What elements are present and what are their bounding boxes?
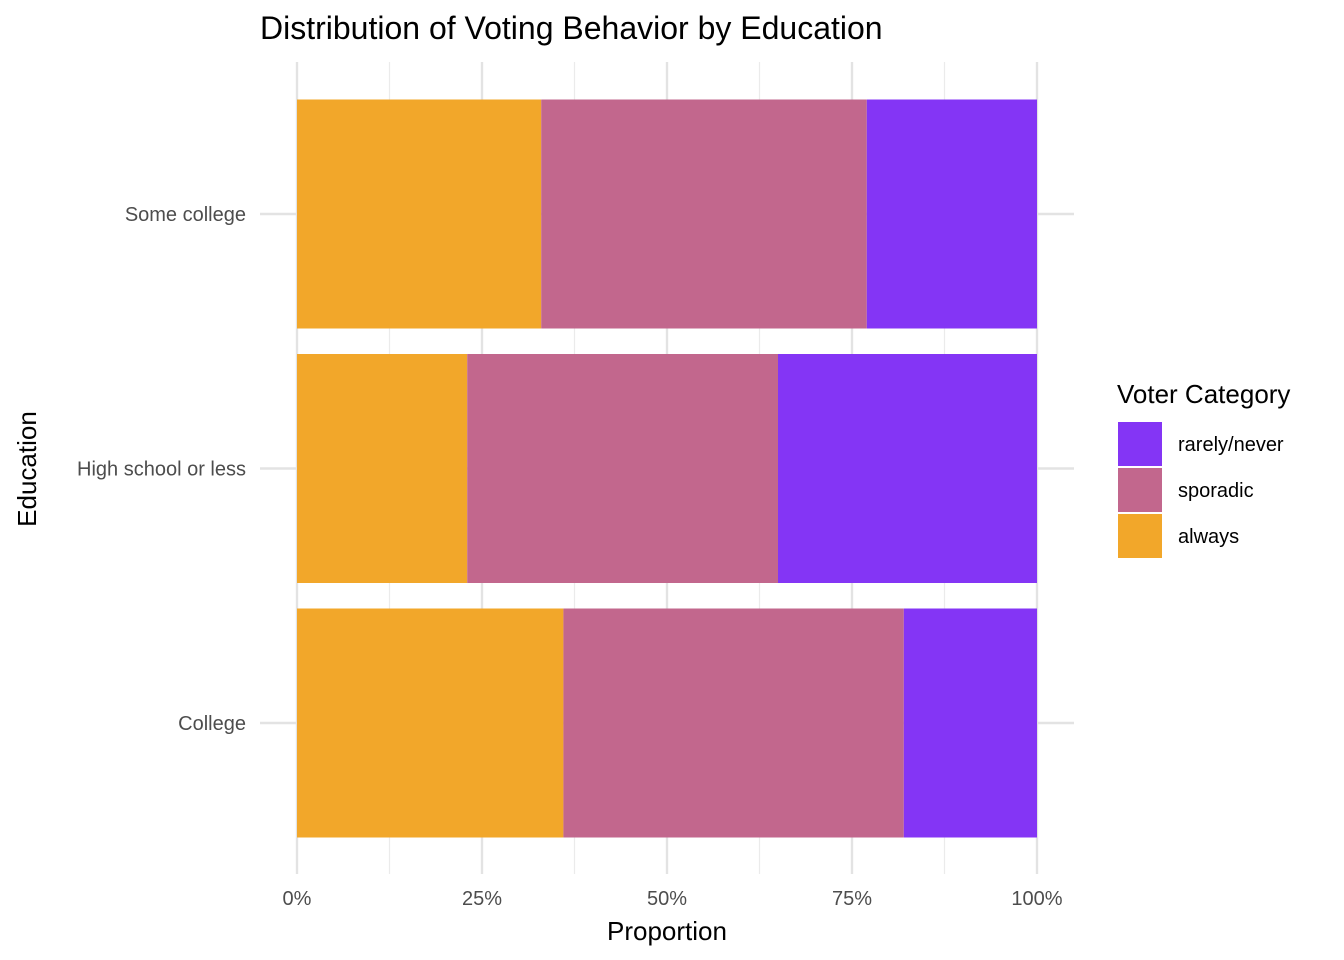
legend-swatch xyxy=(1118,422,1162,466)
x-axis-ticks: 0% 25% 50% 75% 100% xyxy=(283,888,1063,910)
legend-swatch xyxy=(1118,468,1162,512)
y-axis-ticks: College High school or less Some college xyxy=(77,204,246,735)
bar-segment-always xyxy=(297,99,542,329)
bar-segment-sporadic xyxy=(467,354,778,583)
legend-label: always xyxy=(1178,526,1239,548)
bar-segment-always xyxy=(297,608,564,838)
bars xyxy=(297,99,1037,838)
x-tick-label: 0% xyxy=(283,888,312,910)
bar-segment-always xyxy=(297,354,468,583)
bar-segment-rarely-never xyxy=(903,608,1037,838)
x-tick-label: 50% xyxy=(647,888,687,910)
x-tick-label: 100% xyxy=(1011,888,1062,910)
y-axis-title: Education xyxy=(12,411,42,527)
legend-label: rarely/never xyxy=(1178,434,1284,456)
y-tick-label: Some college xyxy=(125,204,246,226)
legend: Voter Category rarely/never sporadic alway… xyxy=(1117,379,1290,558)
legend-label: sporadic xyxy=(1178,480,1254,502)
legend-swatch xyxy=(1118,514,1162,558)
x-tick-label: 25% xyxy=(462,888,502,910)
chart-title: Distribution of Voting Behavior by Educa… xyxy=(260,10,883,46)
bar-segment-rarely-never xyxy=(866,99,1037,329)
bar-segment-sporadic xyxy=(541,99,867,329)
legend-title: Voter Category xyxy=(1117,379,1290,409)
y-tick-label: High school or less xyxy=(77,459,246,481)
bar-segment-sporadic xyxy=(563,608,904,838)
bar-segment-rarely-never xyxy=(778,354,1037,583)
x-axis-title: Proportion xyxy=(607,916,727,946)
x-tick-label: 75% xyxy=(832,888,872,910)
y-tick-label: College xyxy=(178,713,246,735)
